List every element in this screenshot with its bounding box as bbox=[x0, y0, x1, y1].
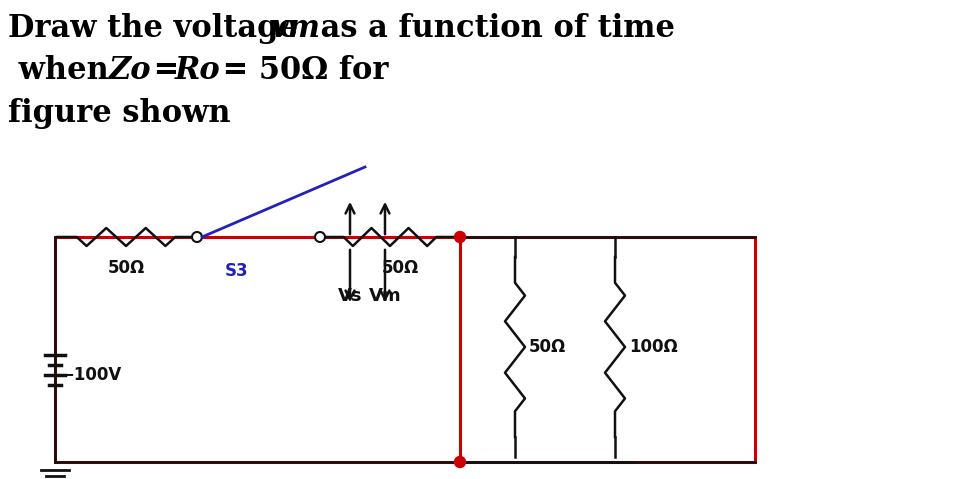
Text: Ro: Ro bbox=[175, 55, 221, 85]
Text: Vm: Vm bbox=[369, 287, 401, 305]
Text: as a function of time: as a function of time bbox=[310, 12, 675, 44]
Circle shape bbox=[315, 232, 325, 242]
Text: 50Ω: 50Ω bbox=[108, 259, 145, 277]
Text: Vs: Vs bbox=[338, 287, 362, 305]
Circle shape bbox=[454, 231, 466, 242]
Text: Zo: Zo bbox=[108, 55, 151, 85]
Text: vm: vm bbox=[270, 12, 320, 44]
Text: figure shown: figure shown bbox=[8, 98, 230, 128]
Circle shape bbox=[192, 232, 202, 242]
Circle shape bbox=[454, 456, 466, 468]
Text: 50Ω: 50Ω bbox=[381, 259, 419, 277]
Text: 50Ω: 50Ω bbox=[529, 338, 566, 356]
Text: −100V: −100V bbox=[60, 365, 121, 384]
Text: S3: S3 bbox=[226, 262, 249, 280]
Text: when: when bbox=[8, 55, 119, 85]
Text: = 50Ω for: = 50Ω for bbox=[212, 55, 389, 85]
Bar bbox=[55, 237, 755, 462]
Text: Draw the voltage: Draw the voltage bbox=[8, 12, 308, 44]
Text: 100Ω: 100Ω bbox=[629, 338, 678, 356]
Text: =: = bbox=[143, 55, 190, 85]
